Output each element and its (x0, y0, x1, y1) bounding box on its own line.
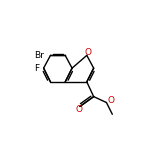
Text: Br: Br (34, 51, 44, 60)
Text: O: O (76, 105, 83, 114)
Text: F: F (34, 64, 39, 73)
Text: O: O (107, 96, 114, 105)
Text: O: O (84, 48, 91, 57)
